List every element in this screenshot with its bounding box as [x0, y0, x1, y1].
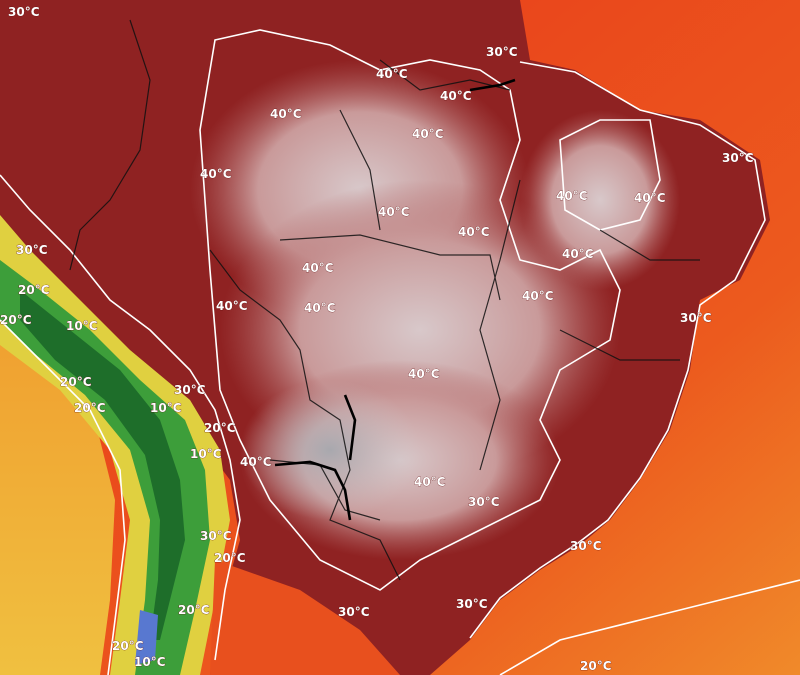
isotherm-label: 40°C — [200, 167, 232, 181]
isotherm-label: 40°C — [302, 261, 334, 275]
isotherm-label: 10°C — [134, 655, 166, 669]
isotherm-label: 40°C — [634, 191, 666, 205]
isotherm-label: 40°C — [304, 301, 336, 315]
isotherm-label: 30°C — [200, 529, 232, 543]
isotherm-label: 30°C — [486, 45, 518, 59]
isotherm-label: 40°C — [378, 205, 410, 219]
border-line — [379, 59, 511, 91]
isotherm-label: 30°C — [174, 383, 206, 397]
isotherm-label: 10°C — [150, 401, 182, 415]
border-line — [479, 179, 521, 471]
contour-20-south — [499, 579, 800, 675]
isotherm-label: 30°C — [456, 597, 488, 611]
contour-40-main — [199, 29, 621, 591]
isotherm-label: 40°C — [522, 289, 554, 303]
isotherm-label: 20°C — [0, 313, 32, 327]
isotherm-label: 20°C — [204, 421, 236, 435]
isotherm-label: 30°C — [468, 495, 500, 509]
gray-core — [240, 380, 420, 520]
contour-30-west — [0, 174, 241, 661]
country-border — [343, 394, 357, 461]
isotherm-label: 10°C — [190, 447, 222, 461]
contour-30-coast — [469, 61, 766, 639]
country-border — [274, 460, 352, 521]
isotherm-label: 40°C — [408, 367, 440, 381]
isotherm-label: 40°C — [562, 247, 594, 261]
isotherm-label: 30°C — [8, 5, 40, 19]
border-line — [559, 329, 680, 361]
isotherm-label: 40°C — [412, 127, 444, 141]
isotherm-label: 40°C — [414, 475, 446, 489]
border-line — [339, 109, 381, 231]
temperature-labels: 30°C 30°C 40°C 40°C 40°C 30°C 40°C 40°C … — [0, 5, 754, 674]
isotherm-label: 30°C — [338, 605, 370, 619]
isotherm-label: 30°C — [680, 311, 712, 325]
isotherm-label: 40°C — [270, 107, 302, 121]
isotherm-label: 40°C — [240, 455, 272, 469]
border-line — [209, 249, 401, 581]
isotherm-label: 20°C — [580, 659, 612, 673]
country-border — [469, 78, 516, 92]
andes-dark-green — [20, 290, 185, 640]
isotherm-label: 10°C — [66, 319, 98, 333]
andes-blue-spot — [135, 610, 158, 665]
isotherm-label: 20°C — [74, 401, 106, 415]
contour-20-west — [0, 319, 126, 675]
isotherm-label: 40°C — [440, 89, 472, 103]
isotherm-label: 40°C — [376, 67, 408, 81]
border-line — [69, 19, 151, 271]
contour-40-east — [559, 119, 661, 231]
isotherm-label: 20°C — [18, 283, 50, 297]
andes-green-band — [0, 260, 210, 675]
isotherm-label: 20°C — [60, 375, 92, 389]
isotherm-label: 20°C — [178, 603, 210, 617]
border-line — [599, 229, 700, 261]
isotherm-label: 20°C — [214, 551, 246, 565]
isotherm-label: 30°C — [16, 243, 48, 257]
isotherm-label: 30°C — [722, 151, 754, 165]
land-south — [210, 560, 400, 675]
isotherm-label: 30°C — [570, 539, 602, 553]
hot-core-east — [520, 110, 680, 290]
isotherm-label: 40°C — [458, 225, 490, 239]
isotherm-label: 20°C — [112, 639, 144, 653]
isotherm-label: 40°C — [216, 299, 248, 313]
border-line — [279, 234, 501, 301]
isotherm-label: 40°C — [556, 189, 588, 203]
